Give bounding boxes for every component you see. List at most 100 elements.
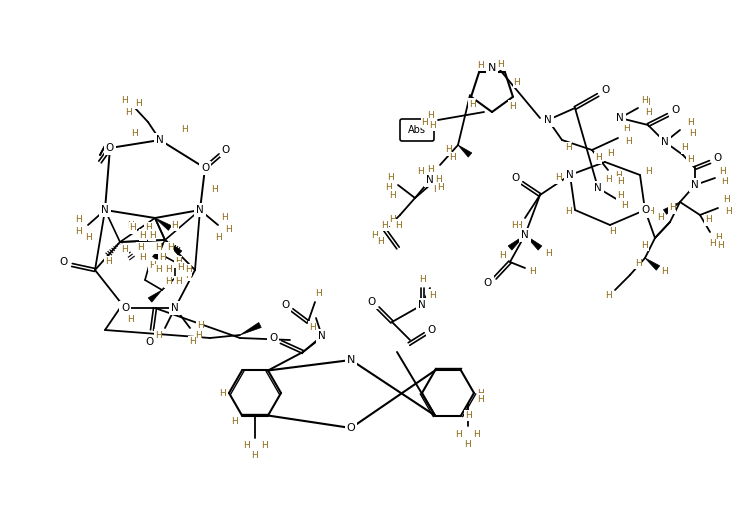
Text: H: H: [704, 215, 711, 224]
Text: H: H: [720, 167, 726, 177]
Text: H: H: [621, 127, 627, 136]
Text: H: H: [662, 268, 668, 276]
Polygon shape: [155, 218, 172, 231]
Text: H: H: [149, 231, 155, 240]
Text: H: H: [718, 168, 726, 178]
Text: O: O: [201, 163, 209, 173]
Text: O: O: [121, 303, 129, 313]
Text: H: H: [723, 199, 729, 208]
Text: H: H: [435, 176, 441, 184]
Text: H: H: [419, 275, 425, 285]
Text: H: H: [476, 61, 483, 70]
Text: H: H: [155, 266, 161, 274]
Text: H: H: [717, 240, 723, 249]
Text: H: H: [165, 277, 172, 287]
Text: H: H: [388, 190, 395, 200]
Text: H: H: [478, 394, 485, 404]
Text: N: N: [661, 137, 669, 147]
Text: H: H: [607, 149, 614, 157]
Polygon shape: [148, 290, 162, 302]
Text: H: H: [188, 337, 196, 347]
Text: H: H: [515, 220, 521, 230]
Text: O: O: [641, 205, 649, 215]
Text: O: O: [347, 423, 356, 433]
Text: H: H: [429, 291, 435, 299]
Text: H: H: [136, 243, 144, 252]
Text: H: H: [174, 258, 181, 267]
Text: H: H: [172, 220, 178, 230]
Text: N: N: [566, 170, 574, 180]
Text: H: H: [174, 277, 181, 287]
Text: Abs: Abs: [408, 125, 426, 135]
Text: O: O: [269, 333, 277, 343]
Text: H: H: [394, 220, 402, 230]
Text: H: H: [644, 167, 652, 177]
Text: N: N: [347, 355, 356, 365]
Text: H: H: [75, 215, 81, 224]
Text: H: H: [668, 204, 675, 212]
Text: O: O: [59, 257, 67, 267]
Text: H: H: [622, 124, 630, 132]
Text: H: H: [497, 60, 504, 69]
Polygon shape: [240, 323, 261, 335]
FancyBboxPatch shape: [400, 119, 434, 141]
Text: N: N: [544, 115, 552, 125]
Text: H: H: [165, 266, 172, 274]
Text: H: H: [622, 201, 628, 210]
Text: H: H: [647, 208, 653, 216]
Text: H: H: [185, 270, 191, 279]
Text: H: H: [641, 96, 649, 104]
Text: H: H: [388, 215, 395, 224]
Text: H: H: [725, 208, 732, 216]
Text: H: H: [84, 234, 92, 242]
Polygon shape: [525, 235, 542, 250]
Text: H: H: [709, 240, 715, 248]
Text: N: N: [521, 230, 529, 240]
Text: H: H: [715, 234, 721, 242]
Text: H: H: [555, 174, 561, 183]
Text: H: H: [464, 440, 471, 449]
Text: O: O: [714, 153, 722, 163]
Text: H: H: [427, 165, 433, 175]
Text: H: H: [605, 176, 611, 184]
Text: H: H: [139, 253, 145, 263]
Text: O: O: [428, 325, 436, 335]
Text: H: H: [125, 107, 131, 117]
Text: H: H: [416, 167, 424, 177]
Text: H: H: [421, 118, 428, 127]
Text: O: O: [222, 145, 230, 155]
Text: H: H: [309, 323, 315, 331]
Text: H: H: [130, 223, 136, 233]
Text: H: H: [195, 330, 202, 340]
Text: H: H: [545, 248, 551, 258]
Text: H: H: [432, 185, 439, 194]
Text: H: H: [385, 184, 391, 192]
Text: H: H: [509, 101, 515, 110]
Text: H: H: [135, 99, 141, 107]
Polygon shape: [458, 145, 472, 157]
Text: H: H: [149, 261, 155, 269]
Text: H: H: [682, 144, 688, 153]
Text: N: N: [418, 300, 426, 310]
Text: H: H: [657, 213, 663, 222]
Text: H: H: [465, 411, 471, 420]
Text: H: H: [608, 228, 616, 237]
Text: H: H: [372, 231, 378, 240]
Text: H: H: [616, 190, 623, 200]
Text: N: N: [488, 63, 496, 73]
Text: H: H: [643, 98, 649, 106]
Text: O: O: [671, 105, 679, 115]
Polygon shape: [165, 240, 182, 255]
Text: H: H: [514, 77, 520, 87]
Text: H: H: [528, 268, 535, 276]
Text: H: H: [455, 430, 462, 439]
Text: H: H: [224, 225, 232, 235]
Text: H: H: [251, 451, 258, 460]
Text: O: O: [602, 85, 610, 95]
Text: H: H: [427, 291, 433, 299]
Text: N: N: [616, 113, 624, 123]
Text: H: H: [218, 388, 225, 398]
Text: O: O: [281, 300, 289, 310]
Text: N: N: [101, 205, 109, 215]
Text: H: H: [196, 321, 203, 329]
